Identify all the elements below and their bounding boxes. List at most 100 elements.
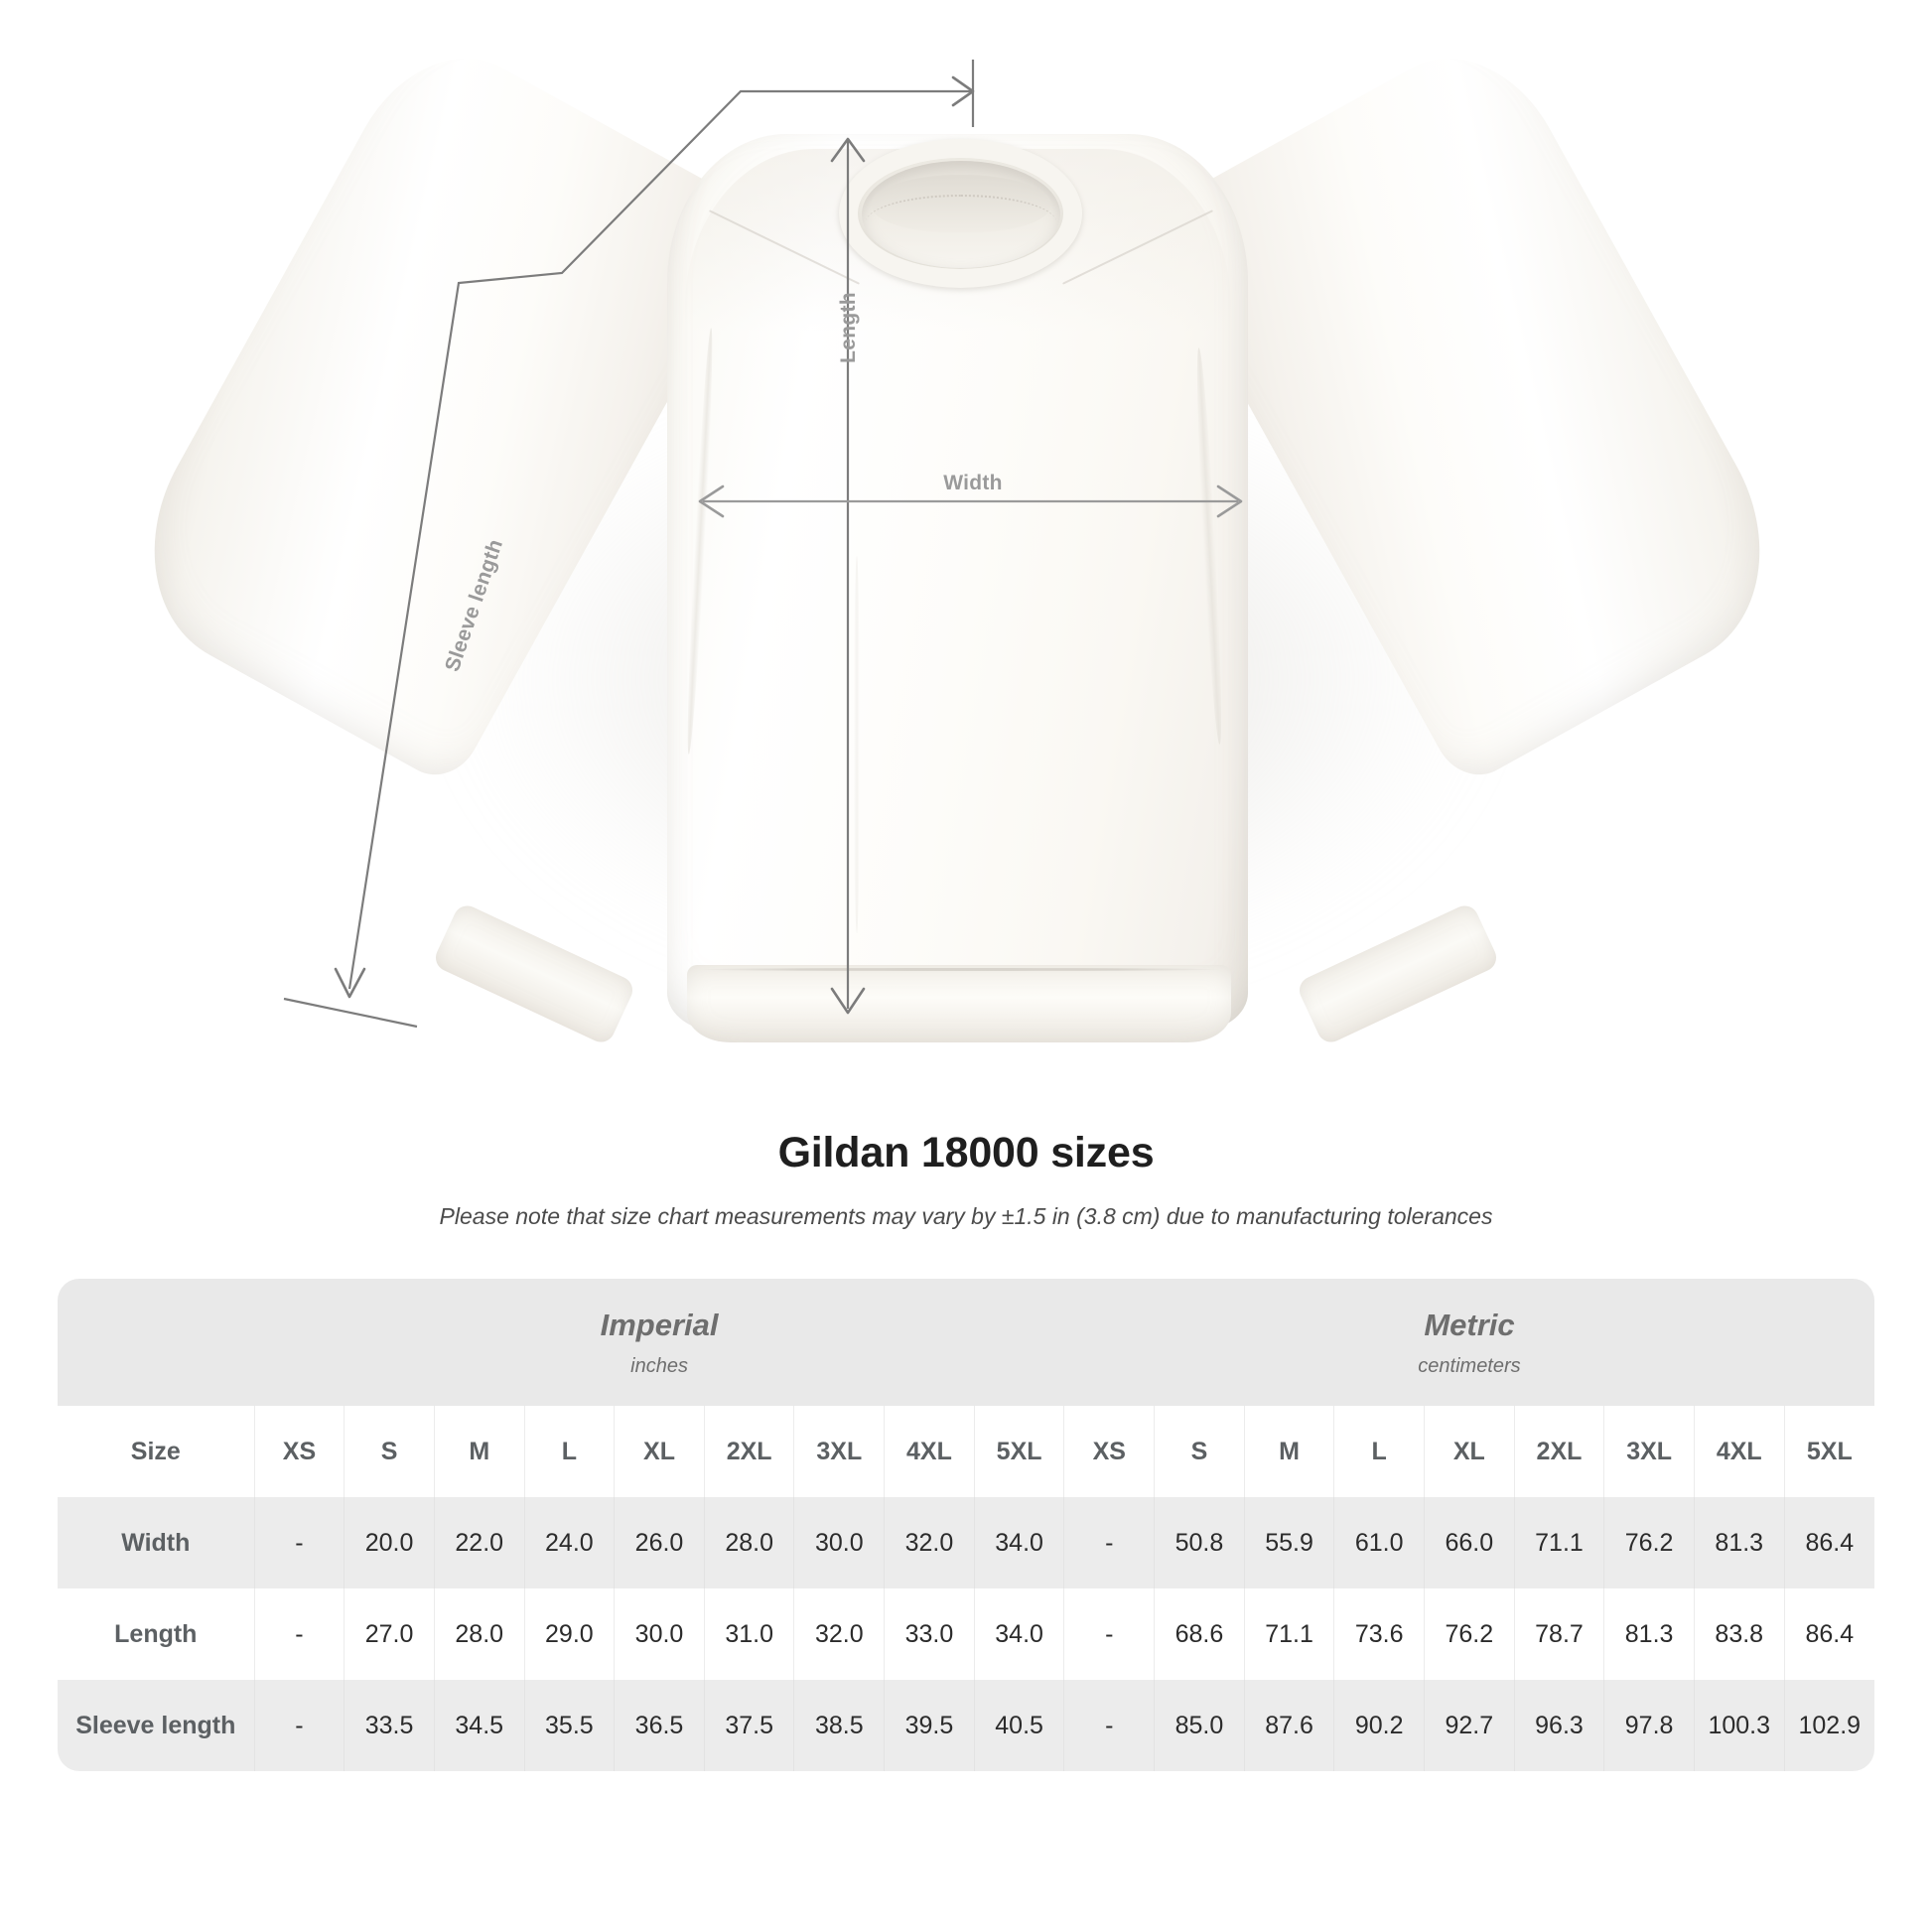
- cell-imperial-5xl: 34.0: [974, 1588, 1065, 1680]
- cell-metric-5xl: 86.4: [1784, 1497, 1874, 1588]
- cell-imperial-2xl: 31.0: [704, 1588, 795, 1680]
- column-header-imperial-l: L: [524, 1406, 616, 1497]
- table-row: Sleeve length -33.5 34.5 35.5 36.5 37.5 38.5 39…: [58, 1680, 1874, 1771]
- unit-subtitle: inches: [630, 1355, 688, 1378]
- cell-metric-xs: -: [1063, 1680, 1156, 1771]
- unit-subtitle: centimeters: [1418, 1355, 1521, 1378]
- column-header-imperial-5xl: 5XL: [974, 1406, 1065, 1497]
- measurement-guides: [283, 60, 1243, 1029]
- column-header-imperial-s: S: [344, 1406, 435, 1497]
- size-table: Imperial inches Metric centimeters Size XS S M L…: [58, 1279, 1874, 1771]
- cell-metric-l: 61.0: [1333, 1497, 1426, 1588]
- column-header-metric-3xl: 3XL: [1603, 1406, 1695, 1497]
- cell-metric-2xl: 71.1: [1514, 1497, 1605, 1588]
- row-label-width: Width: [58, 1497, 255, 1588]
- fabric-fold: [854, 556, 860, 933]
- unit-row-spacer: [58, 1279, 255, 1406]
- cell-metric-5xl: 86.4: [1784, 1588, 1874, 1680]
- column-header-size: Size: [58, 1406, 255, 1497]
- cell-metric-4xl: 100.3: [1694, 1680, 1785, 1771]
- cell-imperial-xs: -: [254, 1680, 345, 1771]
- cell-imperial-3xl: 32.0: [793, 1588, 886, 1680]
- hem-seam: [695, 968, 1223, 971]
- column-header-imperial-3xl: 3XL: [793, 1406, 886, 1497]
- waistband-hem: [687, 965, 1231, 1042]
- cell-metric-2xl: 78.7: [1514, 1588, 1605, 1680]
- cell-metric-3xl: 81.3: [1603, 1588, 1695, 1680]
- column-header-imperial-m: M: [434, 1406, 525, 1497]
- column-header-metric-s: S: [1154, 1406, 1245, 1497]
- cell-metric-m: 55.9: [1244, 1497, 1335, 1588]
- length-arrow-down: [830, 987, 866, 1015]
- cell-imperial-m: 34.5: [434, 1680, 525, 1771]
- cell-imperial-xs: -: [254, 1497, 345, 1588]
- column-header-imperial-xs: XS: [254, 1406, 345, 1497]
- column-header-metric-xs: XS: [1063, 1406, 1156, 1497]
- cell-metric-xl: 66.0: [1424, 1497, 1515, 1588]
- cell-imperial-xl: 36.5: [614, 1680, 705, 1771]
- cell-metric-xl: 76.2: [1424, 1588, 1515, 1680]
- column-header-metric-4xl: 4XL: [1694, 1406, 1785, 1497]
- cell-metric-2xl: 96.3: [1514, 1680, 1605, 1771]
- cell-imperial-5xl: 34.0: [974, 1497, 1065, 1588]
- cell-metric-xs: -: [1063, 1588, 1156, 1680]
- cell-imperial-2xl: 28.0: [704, 1497, 795, 1588]
- table-row: Width -20.0 22.0 24.0 26.0 28.0 30.0 32.0 34.0-5…: [58, 1497, 1874, 1588]
- cell-imperial-l: 29.0: [524, 1588, 616, 1680]
- cell-metric-s: 85.0: [1154, 1680, 1245, 1771]
- cell-imperial-l: 24.0: [524, 1497, 616, 1588]
- row-label-length: Length: [58, 1588, 255, 1680]
- unit-header-imperial: Imperial inches: [254, 1279, 1064, 1406]
- cell-metric-4xl: 81.3: [1694, 1497, 1785, 1588]
- width-arrow-left: [698, 484, 725, 518]
- column-header-imperial-2xl: 2XL: [704, 1406, 795, 1497]
- cell-imperial-4xl: 32.0: [884, 1497, 975, 1588]
- row-label-sleeve-length: Sleeve length: [58, 1680, 255, 1771]
- cell-imperial-s: 27.0: [344, 1588, 435, 1680]
- column-header-metric-m: M: [1244, 1406, 1335, 1497]
- cell-metric-xl: 92.7: [1424, 1680, 1515, 1771]
- unit-name: Imperial: [600, 1307, 719, 1342]
- cell-imperial-4xl: 39.5: [884, 1680, 975, 1771]
- cell-metric-xs: -: [1063, 1497, 1156, 1588]
- unit-header-metric: Metric centimeters: [1063, 1279, 1874, 1406]
- cell-imperial-2xl: 37.5: [704, 1680, 795, 1771]
- table-row: Length -27.0 28.0 29.0 30.0 31.0 32.0 33.0 34.0-…: [58, 1588, 1874, 1680]
- cell-imperial-s: 20.0: [344, 1497, 435, 1588]
- sleeve-arrow-down: [334, 967, 366, 999]
- cell-metric-3xl: 76.2: [1603, 1497, 1695, 1588]
- cell-metric-l: 90.2: [1333, 1680, 1426, 1771]
- cell-metric-s: 50.8: [1154, 1497, 1245, 1588]
- length-arrow-up: [830, 137, 866, 163]
- product-photo: Length Width Sleeve length: [104, 23, 1810, 1072]
- cell-metric-l: 73.6: [1333, 1588, 1426, 1680]
- collar-stitching: [866, 195, 1056, 250]
- cell-imperial-4xl: 33.0: [884, 1588, 975, 1680]
- column-header-metric-l: L: [1333, 1406, 1426, 1497]
- chart-title-block: Gildan 18000 sizes Please note that size…: [0, 1129, 1932, 1232]
- cell-metric-m: 71.1: [1244, 1588, 1335, 1680]
- cell-imperial-xs: -: [254, 1588, 345, 1680]
- cell-imperial-xl: 26.0: [614, 1497, 705, 1588]
- unit-name: Metric: [1424, 1307, 1515, 1342]
- cell-metric-5xl: 102.9: [1784, 1680, 1874, 1771]
- cell-metric-3xl: 97.8: [1603, 1680, 1695, 1771]
- cell-imperial-m: 28.0: [434, 1588, 525, 1680]
- cell-metric-4xl: 83.8: [1694, 1588, 1785, 1680]
- sleeve-guide-line: [347, 89, 971, 990]
- width-arrow-right: [1216, 484, 1243, 518]
- cell-imperial-m: 22.0: [434, 1497, 525, 1588]
- column-header-metric-5xl: 5XL: [1784, 1406, 1874, 1497]
- cell-imperial-3xl: 38.5: [793, 1680, 886, 1771]
- cell-imperial-3xl: 30.0: [793, 1497, 886, 1588]
- sweatshirt-illustration: [104, 23, 1810, 1047]
- column-header-imperial-4xl: 4XL: [884, 1406, 975, 1497]
- cell-metric-s: 68.6: [1154, 1588, 1245, 1680]
- column-header-metric-xl: XL: [1424, 1406, 1515, 1497]
- length-label: Length: [837, 292, 860, 363]
- sleeve-end-tick-cuff: [283, 997, 418, 1029]
- size-table-container: Imperial inches Metric centimeters Size XS S M L…: [58, 1279, 1874, 1771]
- cell-imperial-s: 33.5: [344, 1680, 435, 1771]
- size-header-row: Size XS S M L XL 2XL 3XL 4XL 5XL XS S M L XL 2XL 3XL 4XL 5…: [58, 1406, 1874, 1497]
